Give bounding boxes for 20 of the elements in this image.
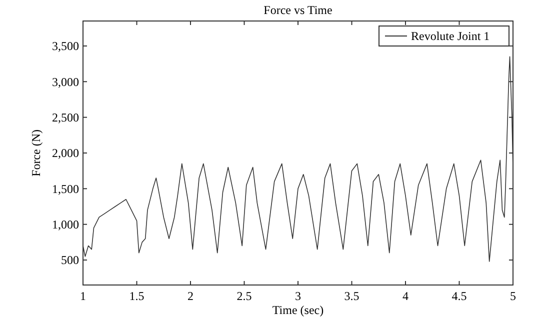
x-axis-title: Time (sec) [272,303,324,317]
x-tick-label: 5 [510,289,516,303]
y-tick-label: 1,500 [52,182,79,196]
y-tick-label: 1,000 [52,218,79,232]
x-tick-label: 1.5 [129,289,144,303]
x-tick-label: 2.5 [236,289,252,303]
x-tick-label: 4.5 [452,289,467,303]
y-tick-label: 3,500 [52,39,79,54]
x-tick-label: 3.5 [344,289,360,303]
x-tick-label: 2 [188,289,194,303]
legend-label: Revolute Joint 1 [411,29,490,43]
x-tick-label: 1 [80,289,86,303]
y-tick-label: 2,000 [52,146,79,160]
y-axis-title: Force (N) [29,130,43,176]
y-tick-label: 3,000 [52,74,79,89]
y-tick-label: 500 [61,253,79,268]
x-tick-label: 3 [295,289,301,303]
chart-title: Force vs Time [264,3,332,17]
y-tick-label: 2,500 [52,110,79,125]
x-tick-label: 4 [402,289,408,303]
